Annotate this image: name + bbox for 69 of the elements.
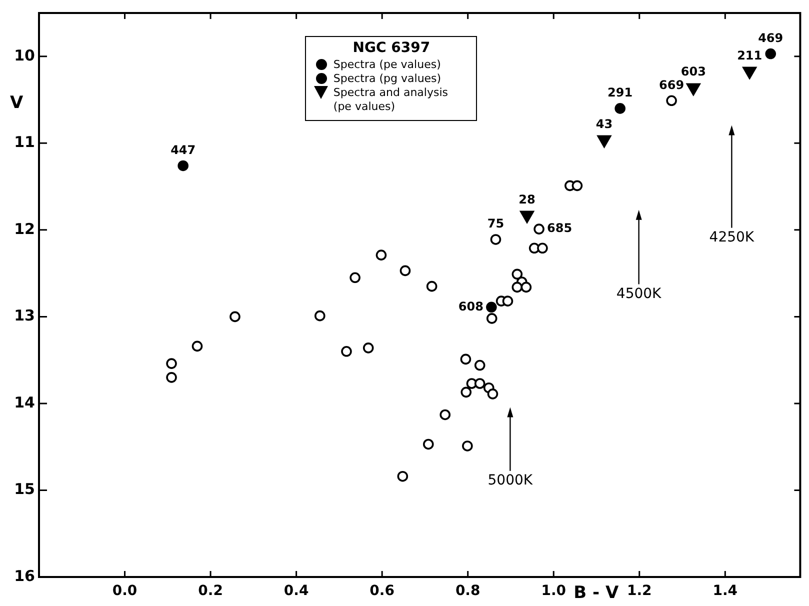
point	[537, 242, 548, 254]
point	[422, 438, 434, 450]
x-tick-label: 1.4	[712, 583, 738, 600]
annotation: 4500K	[616, 286, 662, 302]
y-tick-label: 12	[14, 220, 35, 238]
point	[534, 224, 544, 234]
point	[572, 180, 583, 192]
point	[460, 354, 472, 365]
point	[460, 386, 472, 398]
point	[350, 272, 360, 284]
point	[520, 282, 532, 293]
point	[400, 265, 411, 276]
x-tick-label: 0.8	[455, 583, 480, 600]
point	[362, 342, 374, 354]
point	[376, 250, 387, 260]
legend-label: Spectra (pe values)	[333, 58, 441, 72]
annotation: 603	[680, 64, 706, 79]
y-axis-title: V	[10, 93, 24, 113]
point	[341, 346, 352, 357]
point	[314, 310, 326, 322]
annotation: 4250K	[709, 229, 755, 246]
y-tick-label: 16	[14, 566, 35, 585]
point	[486, 302, 497, 313]
x-axis-title: B - V	[574, 583, 619, 603]
annotation: 75	[487, 216, 504, 231]
point	[178, 160, 188, 172]
point	[502, 296, 514, 306]
point	[462, 440, 473, 452]
annotation: 447	[170, 142, 196, 157]
point	[474, 360, 486, 371]
annotation: 608	[458, 299, 484, 314]
annotation: 5000K	[488, 472, 534, 489]
x-tick-label: 1.2	[626, 583, 652, 600]
y-tick-label: 14	[14, 393, 35, 412]
x-tick-label: 1.0	[541, 583, 566, 600]
point	[614, 103, 626, 114]
legend-label: Spectra (pg values)	[333, 72, 442, 86]
point	[440, 409, 451, 420]
y-tick-label: 11	[14, 133, 35, 152]
annotation: 469	[758, 30, 784, 45]
annotation: 685	[547, 221, 572, 236]
point	[490, 234, 502, 245]
x-tick-label: 0.4	[284, 583, 309, 600]
point	[166, 358, 177, 369]
point	[192, 340, 203, 352]
y-tick-label: 15	[14, 480, 35, 498]
point	[166, 372, 177, 383]
point	[474, 378, 486, 389]
point	[486, 313, 498, 324]
annotation: 291	[608, 86, 633, 100]
point	[666, 95, 677, 106]
point	[487, 388, 498, 400]
y-tick-label: 10	[14, 46, 35, 64]
y-tick-label: 13	[14, 306, 35, 325]
annotation: 669	[659, 78, 684, 92]
point	[397, 470, 408, 482]
legend-label: Spectra and analysis (pe values)	[333, 86, 449, 114]
x-tick-label: 0.0	[112, 583, 138, 600]
x-tick-label: 0.6	[370, 583, 394, 600]
annotation: 43	[596, 116, 613, 131]
point	[765, 48, 776, 60]
x-tick-label: 0.2	[198, 583, 223, 600]
annotation: 28	[518, 192, 536, 206]
annotation: 211	[737, 48, 762, 62]
point	[230, 311, 240, 322]
point	[426, 280, 438, 292]
legend-title: NGC 6397	[352, 40, 432, 56]
point	[512, 282, 523, 293]
point	[512, 268, 523, 280]
